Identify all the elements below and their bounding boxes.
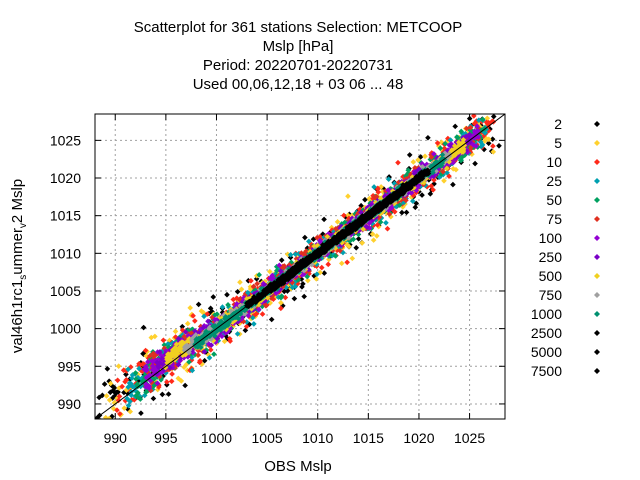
legend-marker-50 [594,197,600,203]
legend-label-25: 25 [546,173,562,189]
axis-ticks: 990 995 1000 1005 1010 1015 1020 1025 990 995 1000… [50,114,505,446]
legend-label-7500: 7500 [531,363,562,379]
title-line-3: Period: 20220701-20220731 [203,57,393,74]
legend-marker-1000 [594,311,600,317]
title-line-2: Mslp [hPa] [263,38,334,55]
legend-marker-7500 [594,368,600,374]
legend-marker-5 [594,140,600,146]
legend-label-100: 100 [539,230,563,246]
legend-label-50: 50 [546,192,562,208]
y-tick-label: 1000 [50,321,81,337]
y-tick-label: 990 [58,396,82,412]
title-line-4: Used 00,06,12,18 + 03 06 ... 48 [193,76,404,93]
y-axis-label-end: 2 Mslp [9,179,26,223]
legend-label-500: 500 [539,268,563,284]
legend-marker-500 [594,273,600,279]
legend-label-75: 75 [546,211,562,227]
legend-label-5: 5 [554,135,562,151]
legend-label-2: 2 [554,116,562,132]
y-axis-label: val46h1rc1summerv2 Mslp [9,179,29,353]
y-tick-label: 995 [58,358,82,374]
legend-label-5000: 5000 [531,344,562,360]
legend-marker-5000 [594,349,600,355]
x-tick-label: 1005 [252,430,283,446]
y-tick-label: 1005 [50,283,81,299]
y-axis-label-mid: ummer [9,228,26,275]
x-tick-label: 1010 [302,430,333,446]
legend-label-250: 250 [539,249,563,265]
y-tick-label: 1020 [50,170,81,186]
legend-marker-2500 [594,330,600,336]
x-axis-label: OBS Mslp [264,458,332,475]
legend-marker-750 [594,292,600,298]
x-tick-label: 990 [104,430,128,446]
legend-marker-100 [594,235,600,241]
y-axis-label-sub1: s [18,275,29,280]
plot-frame [94,113,506,420]
legend-marker-250 [594,254,600,260]
legend-label-2500: 2500 [531,325,562,341]
diagonal-line [95,114,505,419]
y-tick-label: 1010 [50,245,81,261]
legend-marker-25 [594,178,600,184]
legend-label-750: 750 [539,287,563,303]
legend-marker-75 [594,216,600,222]
y-axis-label-main: val46h1rc1 [9,280,26,353]
chart-title: Scatterplot for 361 stations Selection: … [134,19,462,93]
legend-marker-10 [594,159,600,165]
x-tick-label: 1000 [201,430,232,446]
legend-label-10: 10 [546,154,562,170]
y-tick-label: 1015 [50,208,81,224]
x-tick-label: 995 [154,430,178,446]
legend-label-1000: 1000 [531,306,562,322]
x-tick-label: 1020 [403,430,434,446]
title-line-1: Scatterplot for 361 stations Selection: … [134,19,462,36]
y-tick-label: 1025 [50,132,81,148]
x-tick-label: 1025 [454,430,485,446]
y-axis-label-sub2: v [18,223,29,228]
x-tick-label: 1015 [353,430,384,446]
legend-marker-2 [594,121,600,127]
